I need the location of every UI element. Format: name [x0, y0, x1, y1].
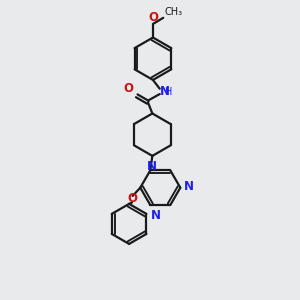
Text: CH₃: CH₃: [164, 7, 182, 17]
Text: N: N: [184, 180, 194, 193]
Text: O: O: [127, 192, 137, 206]
Text: N: N: [151, 208, 161, 222]
Text: O: O: [148, 11, 158, 24]
Text: N: N: [160, 85, 170, 98]
Text: O: O: [124, 82, 134, 94]
Text: N: N: [147, 160, 158, 173]
Text: H: H: [165, 87, 172, 97]
